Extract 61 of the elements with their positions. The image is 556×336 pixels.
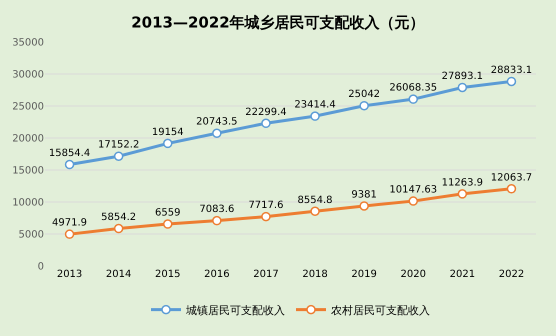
point	[506, 184, 516, 194]
point	[458, 189, 468, 199]
point	[212, 216, 222, 226]
chart-title: 2013—2022年城乡居民可支配收入（元）	[131, 13, 425, 32]
legend-label: 城镇居民可支配收入	[185, 304, 285, 317]
data-label: 7717.6	[248, 200, 284, 212]
y-tick-label: 30000	[12, 70, 44, 80]
point	[408, 196, 418, 206]
x-tick-label: 2022	[498, 269, 524, 280]
legend-label: 农村居民可支配收入	[331, 304, 430, 317]
data-label: 11263.9	[442, 177, 484, 188]
point	[359, 100, 369, 110]
data-label: 7083.6	[199, 204, 234, 216]
data-label: 15854.4	[48, 148, 90, 160]
data-label: 23414.4	[294, 100, 336, 111]
x-tick-label: 2017	[253, 269, 279, 280]
x-tick-label: 2016	[204, 269, 230, 280]
x-tick-label: 2013	[56, 269, 82, 280]
data-label: 17152.2	[98, 140, 140, 151]
data-label: 28833.1	[490, 64, 532, 76]
point	[114, 224, 124, 234]
x-tick-label: 2021	[450, 269, 476, 280]
data-label: 26068.35	[389, 82, 438, 94]
point	[64, 160, 74, 170]
point	[163, 219, 172, 229]
data-label: 27893.1	[442, 70, 484, 82]
data-label: 25042	[348, 89, 380, 100]
y-tick-label: 15000	[12, 166, 44, 176]
x-tick-label: 2014	[106, 269, 132, 280]
data-label: 6559	[155, 208, 180, 219]
point	[458, 82, 468, 92]
data-label: 4971.9	[52, 218, 88, 229]
y-tick-label: 20000	[12, 134, 44, 144]
x-tick-label: 2018	[302, 269, 328, 280]
point	[114, 151, 124, 161]
x-tick-label: 2020	[400, 269, 426, 280]
data-label: 12063.7	[490, 172, 532, 184]
point	[261, 212, 271, 222]
point	[64, 229, 74, 239]
data-label: 22299.4	[245, 106, 287, 118]
data-label: 20743.5	[196, 116, 238, 128]
point	[261, 118, 271, 128]
x-tick-label: 2015	[155, 269, 180, 280]
x-tick-label: 2019	[351, 269, 377, 280]
point	[310, 206, 320, 216]
y-tick-label: 25000	[12, 102, 44, 112]
y-tick-label: 10000	[12, 198, 44, 208]
point	[163, 138, 172, 148]
point	[408, 94, 418, 104]
point	[212, 128, 222, 138]
point	[310, 111, 320, 121]
data-label: 10147.63	[389, 184, 438, 196]
data-label: 9381	[351, 189, 377, 200]
point	[506, 76, 516, 86]
y-tick-label: 5000	[18, 230, 44, 240]
point	[359, 201, 369, 211]
y-tick-label: 35000	[12, 38, 44, 48]
data-label: 5854.2	[101, 212, 136, 224]
y-tick-label: 0	[38, 262, 44, 272]
data-label: 8554.8	[298, 194, 333, 206]
data-label: 19154	[152, 126, 184, 138]
